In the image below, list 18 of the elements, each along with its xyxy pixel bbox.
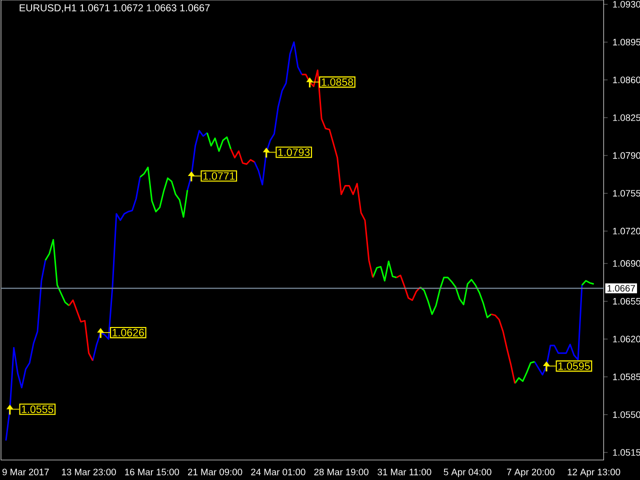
annotation: 1.0626: [112, 328, 144, 336]
annotation: 1.0858: [322, 78, 354, 86]
x-tick-label: 16 Mar 15:00: [125, 468, 180, 476]
x-tick-label: 31 Mar 11:00: [378, 468, 432, 476]
x-tick-label: 24 Mar 01:00: [251, 468, 306, 476]
annotation: 1.0771: [203, 172, 235, 180]
x-tick-label: 12 Apr 13:00: [568, 468, 620, 478]
ref-line-label: 1.0667: [608, 285, 635, 292]
x-tick-label: 9 Mar 2017: [2, 468, 49, 476]
x-tick-label: 7 Apr 20:00: [507, 468, 554, 478]
x-tick-label: 21 Mar 09:00: [188, 468, 242, 476]
annotation: 1.0793: [278, 148, 310, 156]
x-tick-label: 5 Apr 04:00: [444, 468, 492, 478]
x-tick-label: 28 Mar 19:00: [314, 468, 368, 476]
x-tick-label: 13 Mar 23:00: [62, 468, 116, 476]
annotation: 1.0595: [558, 362, 590, 370]
chart-title: EURUSD,H1 1.0671 1.0672 1.0663 1.0667: [20, 4, 210, 13]
annotation: 1.0555: [22, 405, 54, 414]
